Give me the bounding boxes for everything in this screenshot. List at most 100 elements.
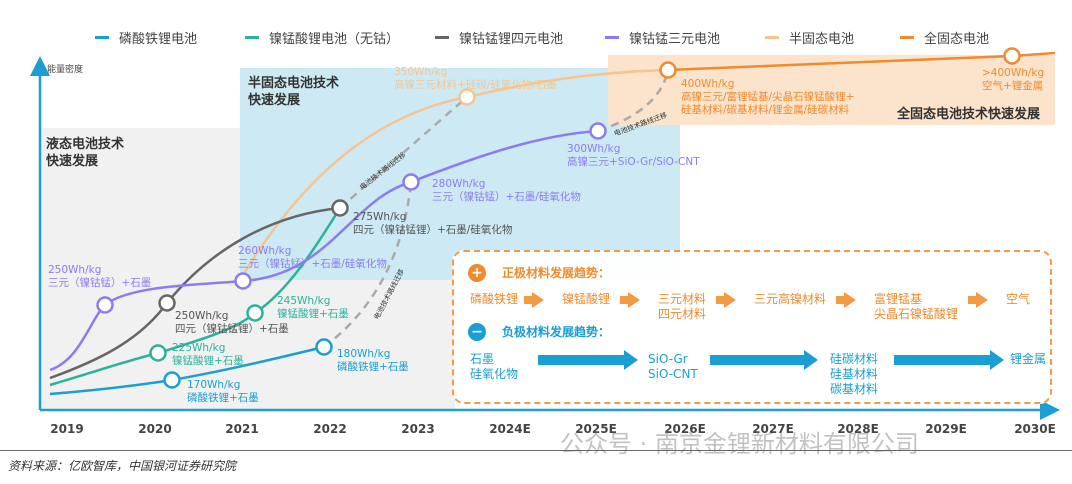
minus-icon: −: [468, 323, 486, 341]
migration-dash-1: [339, 96, 468, 209]
arrow-shaft: [836, 296, 845, 304]
data-point-lfp: [163, 371, 181, 389]
anode-step: 锂金属: [1010, 352, 1047, 366]
x-tick-label: 2027E: [752, 422, 794, 436]
data-point-lnmo: [246, 304, 264, 322]
data-point-lnmo: [149, 344, 167, 362]
point-label-lfp-180: 180Wh/kg 磷酸铁锂+石墨: [337, 348, 409, 373]
x-tick-label: 2029E: [925, 422, 967, 436]
legend-label: 镍锰酸锂电池（无钴）: [269, 32, 400, 47]
all-solid-region-title: 全固态电池技术快速发展: [897, 107, 1041, 122]
cathode-trend-title: 正极材料发展趋势：: [502, 266, 611, 280]
anode-step: SiO-Gr SiO-CNT: [648, 352, 698, 381]
point-label-semi-350: 350Wh/kg 高镍三元材料+硅碳/硅氧化物/石墨: [394, 66, 557, 91]
arrow-right-icon: [628, 292, 640, 308]
x-tick-label: 2023: [401, 422, 435, 436]
data-point-ncm: [234, 272, 252, 290]
legend-swatch: [900, 36, 914, 39]
anode-trend-title: 负极材料发展趋势：: [502, 325, 611, 339]
arrow-shaft: [968, 296, 977, 304]
x-tick-label: 2026E: [664, 422, 706, 436]
legend-item: 全固态电池: [900, 28, 989, 47]
series-semi-solid-line: [243, 68, 669, 273]
x-tick-label: 2021: [225, 422, 259, 436]
arrow-shaft: [716, 296, 725, 304]
data-point-lfp: [315, 338, 333, 356]
arrow-shaft: [620, 296, 629, 304]
arrow-shaft: [524, 296, 533, 304]
legend-swatch: [605, 36, 619, 39]
plus-icon: +: [468, 264, 486, 282]
legend-swatch: [95, 36, 109, 39]
legend-swatch: [245, 36, 259, 39]
bottom-rule: [0, 450, 1072, 451]
arrow-shaft: [710, 355, 804, 365]
migration-label-3: 电池技术路线迁移: [613, 110, 669, 138]
arrow-right-icon: [724, 292, 736, 308]
arrow-right-icon: [624, 350, 638, 370]
x-tick-label: 2030E: [1014, 422, 1056, 436]
point-label-solid-400: 400Wh/kg 高镍三元/富锂锰基/尖晶石镍锰酸锂+ 硅基材料/碳基材料/锂金属…: [681, 78, 855, 116]
cathode-step: 镍锰酸锂: [562, 292, 611, 306]
source-note: 资料来源：亿欧智库，中国银河证券研究院: [8, 459, 237, 473]
point-label-ncm-300: 300Wh/kg 高镍三元+SiO-Gr/SiO-CNT: [567, 143, 700, 168]
arrow-right-icon: [532, 292, 544, 308]
point-label-ncm-280: 280Wh/kg 三元（镍钴锰）+石墨/硅氧化物: [432, 178, 581, 203]
legend-label: 镍钴锰三元电池: [629, 32, 721, 47]
migration-label-2: 电池技术路线迁移: [372, 267, 406, 321]
cathode-step: 富锂锰基 尖晶石镍锰酸锂: [874, 292, 959, 321]
liquid-region: [40, 128, 240, 410]
arrow-right-icon: [990, 350, 1004, 370]
legend-label: 全固态电池: [924, 32, 990, 47]
x-tick-label: 2025E: [575, 422, 617, 436]
legend-label: 半固态电池: [789, 32, 855, 47]
x-tick-label: 2022: [313, 422, 347, 436]
legend-item: 磷酸铁锂电池: [95, 28, 197, 47]
arrow-shaft: [538, 355, 624, 365]
point-label-lfp-170: 170Wh/kg 磷酸铁锂+石墨: [187, 379, 259, 404]
semi-solid-region-title: 半固态电池技术 快速发展: [248, 76, 340, 108]
cathode-step: 三元材料 四元材料: [658, 292, 707, 321]
cathode-step: 三元高镍材料: [754, 292, 827, 306]
legend-item: 镍钴锰三元电池: [605, 28, 720, 47]
data-point-ncm: [402, 173, 420, 191]
data-point-quad: [331, 199, 349, 217]
legend-label: 镍钴锰锂四元电池: [459, 32, 564, 47]
anode-step: 石墨 硅氧化物: [470, 352, 519, 381]
liquid-region-title: 液态电池技术 快速发展: [46, 137, 125, 169]
point-label-lnmo-245: 245Wh/kg 镍锰酸锂+石墨: [277, 295, 349, 320]
liquid-region-lower: [240, 280, 455, 410]
all-solid-region: [608, 55, 1055, 125]
point-label-quad-250: 250Wh/kg 四元（镍钴锰锂）+石墨: [175, 310, 289, 335]
arrow-right-icon: [844, 292, 856, 308]
point-label-ncm-260: 260Wh/kg 三元（镍钴锰）+石墨/硅氧化物: [238, 245, 387, 270]
x-tick-label: 2020: [138, 422, 172, 436]
x-tick-label: 2024E: [489, 422, 531, 436]
cathode-step: 空气: [1006, 292, 1031, 306]
legend-item: 半固态电池: [765, 28, 854, 47]
legend-swatch: [435, 36, 449, 39]
anode-step: 硅碳材料 硅基材料 碳基材料: [830, 352, 879, 396]
data-point-ncm: [589, 122, 607, 140]
arrow-right-icon: [976, 292, 988, 308]
y-axis-label: 能量密度: [47, 65, 84, 75]
point-label-ncm-250: 250Wh/kg 三元（镍钴锰）+石墨: [48, 264, 152, 289]
legend-label: 磷酸铁锂电池: [119, 32, 198, 47]
legend-item: 镍钴锰锂四元电池: [435, 28, 563, 47]
arrow-right-icon: [804, 350, 818, 370]
data-point-semi: [458, 88, 476, 106]
data-point-solid: [659, 61, 677, 79]
point-label-solid-gt400: >400Wh/kg 空气+锂金属: [982, 67, 1045, 92]
point-label-lnmo-225: 225Wh/kg 镍锰酸锂+石墨: [172, 342, 244, 367]
arrow-shaft: [894, 355, 990, 365]
x-tick-label: 2028E: [837, 422, 879, 436]
watermark: 公众号 · 南京金锂新材料有限公司: [560, 430, 919, 458]
legend-swatch: [765, 36, 779, 39]
cathode-step: 磷酸铁锂: [470, 292, 519, 306]
data-point-solid: [1003, 47, 1021, 65]
data-point-ncm: [96, 296, 114, 314]
x-tick-label: 2019: [50, 422, 84, 436]
data-point-quad: [158, 294, 176, 312]
point-label-quad-275: 275Wh/kg 四元（镍钴锰锂）+石墨/硅氧化物: [353, 211, 513, 236]
